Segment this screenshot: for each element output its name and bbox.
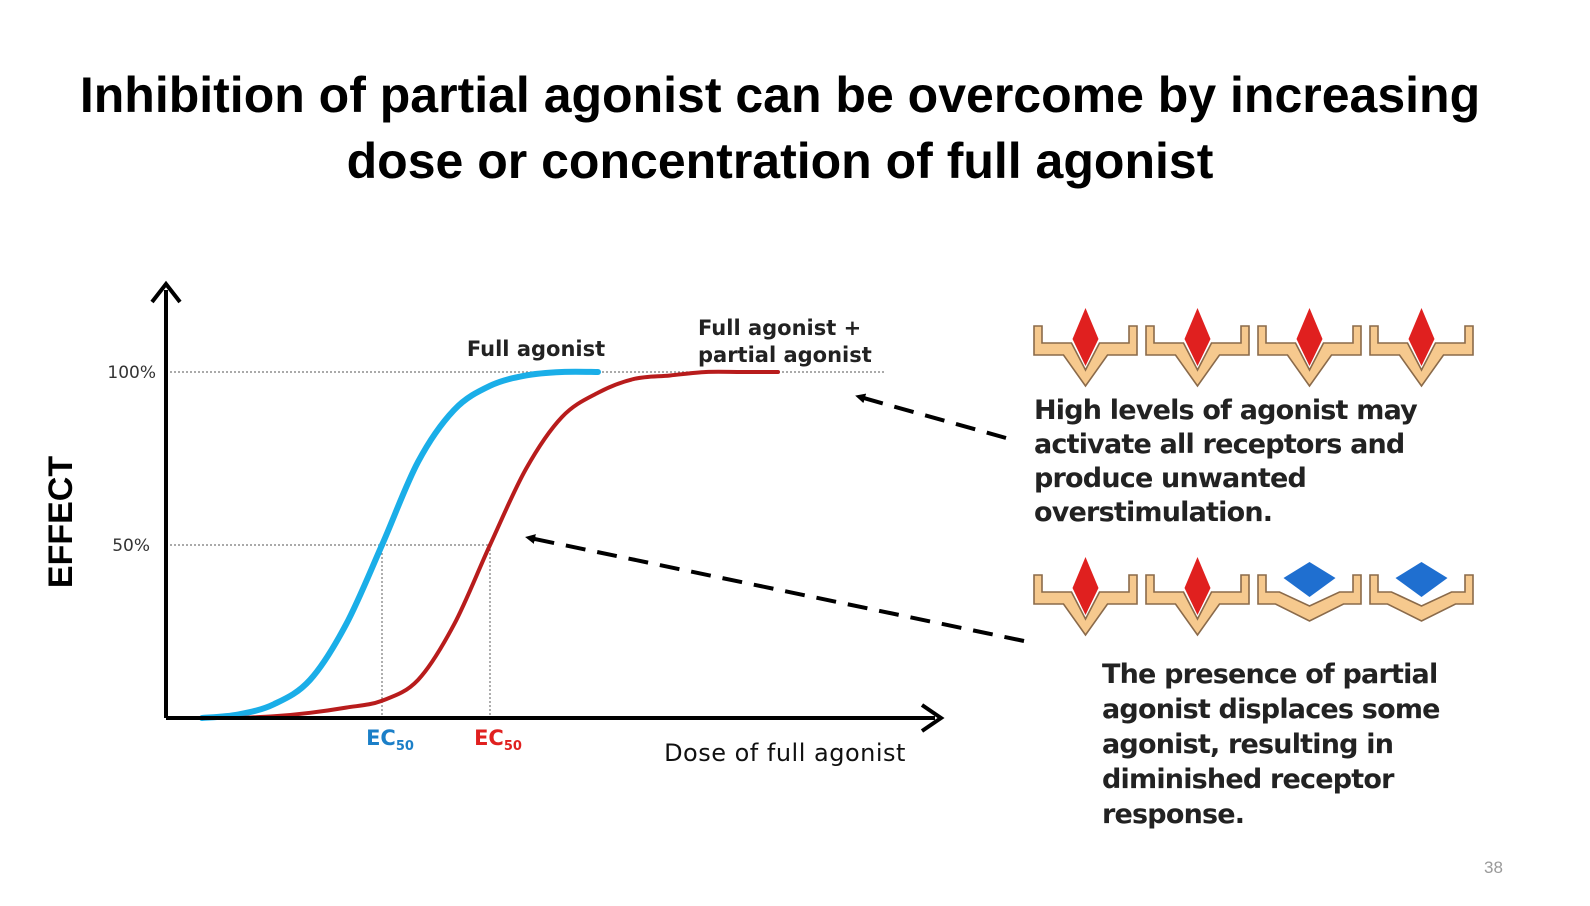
y-tick-label-100: 100% <box>107 363 156 383</box>
annotation-partial-agonist: The presence of partial agonist displace… <box>1102 659 1440 830</box>
red-diamond-agonist-icon <box>1072 308 1099 366</box>
receptor-row-all-activated <box>1033 308 1474 388</box>
receptor-with-full-agonist <box>1257 308 1362 388</box>
receptor-icon <box>1369 574 1474 622</box>
slide-title-line-1: Inhibition of partial agonist can be ove… <box>79 67 1481 123</box>
receptor-icon <box>1257 325 1362 388</box>
receptor-with-full-agonist <box>1033 308 1138 388</box>
receptor-row-partially-displaced <box>1033 557 1474 637</box>
ec50-label-sub: 50 <box>504 739 522 754</box>
y-axis-label: EFFECT <box>42 456 80 588</box>
receptor-with-full-agonist <box>1145 557 1250 637</box>
ec50-label-sub: 50 <box>396 739 414 754</box>
series-label-full-plus-partial-line-2: partial agonist <box>698 343 872 367</box>
series-line-full-plus-partial-agonist <box>236 369 780 720</box>
series-label-full-plus-partial-line-1: Full agonist + <box>698 316 861 340</box>
blue-diamond-partial-agonist-icon <box>1283 562 1336 597</box>
x-axis-arrow-icon <box>920 703 945 733</box>
receptor-with-full-agonist <box>1145 308 1250 388</box>
slide-title: Inhibition of partial agonist can be ove… <box>0 62 1560 194</box>
slide-title-line-2: dose or concentration of full agonist <box>346 133 1214 189</box>
receptor-with-partial-agonist <box>1257 562 1362 622</box>
annotation-high-levels: High levels of agonist may activate all … <box>1034 395 1418 528</box>
receptor-icon <box>1257 574 1362 622</box>
y-tick-label-50: 50% <box>112 536 150 556</box>
page-number: 38 <box>1484 858 1503 877</box>
ec50-label-full-agonist: EC50 <box>366 726 414 754</box>
dashed-arrow-icon <box>855 393 1007 440</box>
receptor-with-full-agonist <box>1369 308 1474 388</box>
red-diamond-agonist-icon <box>1184 557 1211 615</box>
x-axis <box>166 703 945 733</box>
red-diamond-agonist-icon <box>1408 308 1435 366</box>
receptor-icon <box>1033 325 1138 388</box>
ec50-label-full-plus-partial: EC50 <box>474 726 522 754</box>
ec50-label-main: EC <box>474 726 504 750</box>
ec50-label-main: EC <box>366 726 396 750</box>
receptor-icon <box>1033 574 1138 637</box>
blue-diamond-partial-agonist-icon <box>1395 562 1448 597</box>
red-diamond-agonist-icon <box>1296 308 1323 366</box>
red-diamond-agonist-icon <box>1072 557 1099 615</box>
series-line-full-agonist <box>199 368 601 721</box>
y-axis <box>150 280 182 718</box>
series-label-full-agonist: Full agonist <box>467 337 605 361</box>
receptor-icon <box>1369 325 1474 388</box>
x-axis-label: Dose of full agonist <box>664 739 906 767</box>
red-diamond-agonist-icon <box>1184 308 1211 366</box>
receptor-icon <box>1145 574 1250 637</box>
receptor-with-partial-agonist <box>1369 562 1474 622</box>
receptor-icon <box>1145 325 1250 388</box>
dashed-arrow-icon <box>525 534 1025 643</box>
receptor-with-full-agonist <box>1033 557 1138 637</box>
y-axis-arrow-icon <box>150 280 182 304</box>
